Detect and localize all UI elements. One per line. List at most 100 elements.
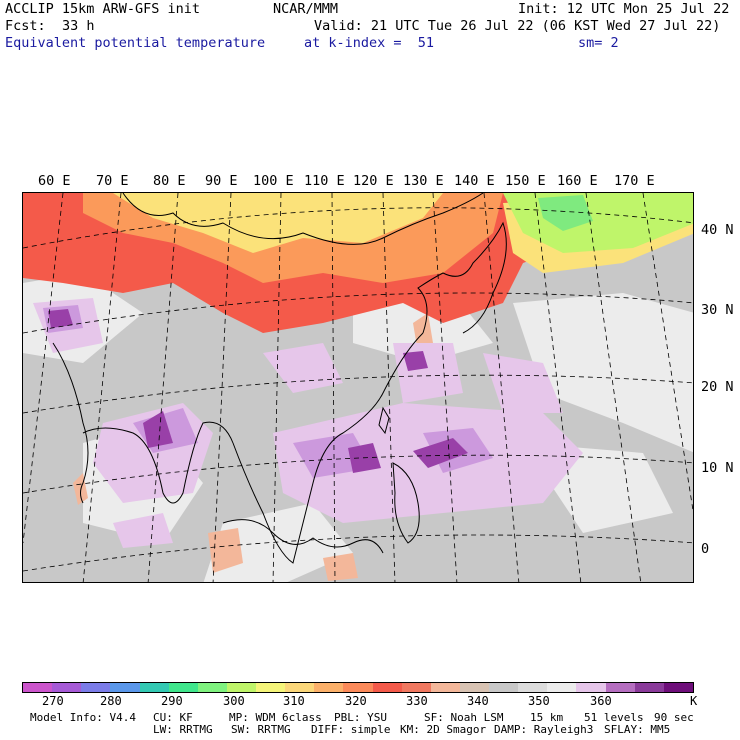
org-label: NCAR/MMM <box>273 1 339 17</box>
grid-line <box>147 193 179 582</box>
lon-label: 110 E <box>304 173 345 189</box>
colorbar-segment <box>459 683 489 692</box>
coastline <box>82 421 234 504</box>
lon-label: 100 E <box>253 173 294 189</box>
grid-line <box>23 207 693 249</box>
colorbar-segment <box>343 683 373 692</box>
colorbar-label: 290 <box>161 694 183 708</box>
colorbar-segment <box>518 683 548 692</box>
coastline <box>392 462 420 544</box>
colorbar-label: 320 <box>345 694 367 708</box>
lat-label: 0 <box>701 541 710 557</box>
field-name: Equivalent potential temperature <box>5 35 266 51</box>
map-panel <box>22 192 694 583</box>
init-time: Init: 12 UTC Mon 25 Jul 22 <box>518 1 730 17</box>
colorbar-label: 350 <box>528 694 550 708</box>
colorbar-unit: K <box>690 694 698 708</box>
grid-line <box>23 292 693 334</box>
lat-label: 20 N <box>701 379 734 395</box>
colorbar-segment <box>52 683 82 692</box>
eddy-coefficient: KM: 2D Smagor <box>400 723 487 736</box>
colorbar-segment <box>634 683 664 692</box>
colorbar-segment <box>197 683 227 692</box>
vertical-levels: 51 levels <box>584 711 644 724</box>
pbl-scheme: PBL: YSU <box>334 711 387 724</box>
colorbar-segment <box>605 683 635 692</box>
colorbar-segment <box>547 683 577 692</box>
colorbar-segment <box>314 683 344 692</box>
colorbar-segment <box>430 683 460 692</box>
lon-label: 60 E <box>38 173 71 189</box>
grid-line <box>331 193 336 582</box>
coastline <box>52 342 89 504</box>
lon-label: 120 E <box>353 173 394 189</box>
grid-line <box>642 193 693 513</box>
forecast-label: Fcst: <box>5 18 46 34</box>
surface-layer-scheme: SFLAY: MM5 <box>604 723 671 736</box>
grid-line <box>212 193 232 582</box>
colorbar-label: 300 <box>223 694 245 708</box>
colorbar-segment <box>23 683 53 692</box>
colorbar-segment <box>576 683 606 692</box>
coastline <box>417 221 507 334</box>
colorbar-label: 330 <box>406 694 428 708</box>
model-info: Model Info: V4.4 <box>30 711 136 724</box>
colorbar-segment <box>139 683 169 692</box>
grid-line <box>272 193 282 582</box>
lon-label: 150 E <box>505 173 546 189</box>
grid-line <box>382 193 396 582</box>
damping-scheme: DAMP: Rayleigh3 <box>494 723 594 736</box>
grid-line <box>483 193 520 582</box>
lon-label: 80 E <box>153 173 186 189</box>
grid-spacing: 15 km <box>530 711 564 724</box>
coastlines <box>52 193 507 564</box>
lat-label: 40 N <box>701 222 734 238</box>
colorbar-label: 340 <box>467 694 489 708</box>
theta-e-field <box>23 193 693 582</box>
smoothing: sm= 2 <box>578 35 619 51</box>
lon-label: 170 E <box>614 173 655 189</box>
colorbar-segment <box>256 683 286 692</box>
colorbar-segment <box>226 683 256 692</box>
forecast-hours: 33 h <box>62 18 95 34</box>
colorbar-label: 280 <box>100 694 122 708</box>
colorbar-label: 310 <box>283 694 305 708</box>
grid-line <box>23 534 693 572</box>
colorbar-segment <box>489 683 519 692</box>
cumulus-scheme: CU: KF <box>153 711 193 724</box>
lon-label: 160 E <box>557 173 598 189</box>
longwave-scheme: LW: RRTMG <box>153 723 213 736</box>
grid-line <box>82 193 122 582</box>
colorbar-segment <box>110 683 140 692</box>
lon-label: 70 E <box>96 173 129 189</box>
colorbar-segment <box>372 683 402 692</box>
coastline <box>378 406 390 435</box>
purple-core <box>48 309 468 473</box>
lilac-region <box>33 298 583 548</box>
shortwave-scheme: SW: RRTMG <box>231 723 291 736</box>
coastline <box>122 193 484 245</box>
grid-line <box>23 374 693 414</box>
diffusion-scheme: DIFF: simple <box>311 723 391 736</box>
colorbar <box>22 682 694 693</box>
time-step: 90 sec <box>654 711 694 724</box>
colorbar-segment <box>401 683 431 692</box>
graticule <box>23 193 693 582</box>
coastline <box>222 519 384 554</box>
lat-label: 10 N <box>701 460 734 476</box>
grid-line <box>23 193 64 544</box>
surface-scheme: SF: Noah LSM <box>424 711 504 724</box>
lat-label: 30 N <box>701 302 734 318</box>
lon-label: 90 E <box>205 173 238 189</box>
lon-label: 140 E <box>454 173 495 189</box>
valid-time: Valid: 21 UTC Tue 26 Jul 22 (06 KST Wed … <box>314 18 721 34</box>
coastline <box>232 332 424 564</box>
colorbar-segment <box>285 683 315 692</box>
level-index: at k-index = 51 <box>304 35 435 51</box>
green-region <box>538 195 593 231</box>
grid-line <box>23 454 693 494</box>
colorbar-segment <box>663 683 693 692</box>
microphysics-scheme: MP: WDM 6class <box>229 711 322 724</box>
grid-line <box>585 193 642 582</box>
colorbar-segment <box>168 683 198 692</box>
